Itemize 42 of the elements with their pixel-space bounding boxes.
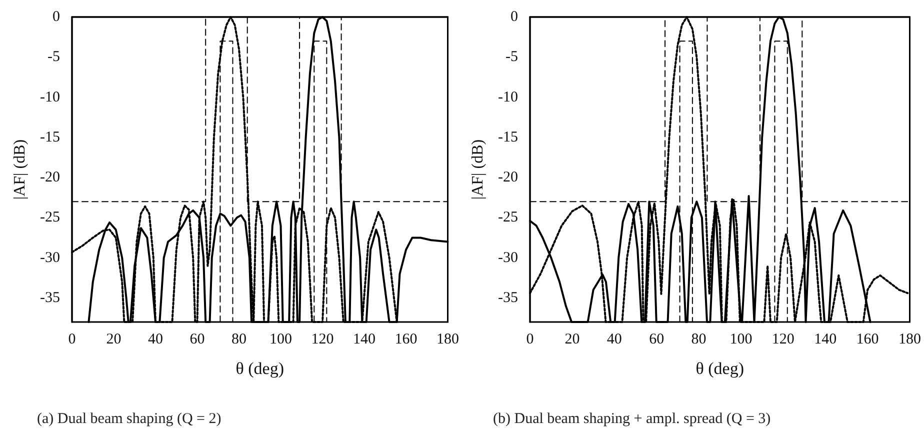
x-tick-label: 60 xyxy=(649,332,664,348)
text: (b) Dual beam shaping + ampl. spread (Q = 3) xyxy=(493,411,771,427)
x-axis-title: θ (deg) xyxy=(236,359,284,378)
y-tick-label: -15 xyxy=(498,129,518,146)
text: (a) Dual beam shaping (Q = 2) xyxy=(37,411,222,427)
y-tick-label: -5 xyxy=(506,49,518,66)
y-tick-label: -25 xyxy=(40,210,60,226)
x-tick-label: 140 xyxy=(353,332,376,348)
y-axis-title: |AF| (dB) xyxy=(470,139,486,200)
y-tick-label: -10 xyxy=(40,89,60,106)
y-tick-label: -30 xyxy=(498,250,518,266)
y-tick-label: -5 xyxy=(48,49,60,66)
y-tick-label: -20 xyxy=(498,170,518,186)
x-tick-label: 40 xyxy=(606,332,622,348)
x-tick-label: 0 xyxy=(68,332,76,348)
x-tick-label: 20 xyxy=(106,332,122,348)
y-tick-label: -20 xyxy=(40,170,60,186)
x-tick-label: 160 xyxy=(394,332,418,348)
x-tick-label: 40 xyxy=(148,332,163,348)
x-tick-label: 20 xyxy=(564,332,580,348)
x-tick-label: 80 xyxy=(691,332,706,348)
y-axis-title: |AF| (dB) xyxy=(12,139,28,200)
y-tick-label: -30 xyxy=(40,250,60,266)
x-tick-label: 80 xyxy=(232,332,246,348)
x-tick-label: 120 xyxy=(772,332,794,348)
y-tick-label: -25 xyxy=(498,210,518,226)
x-tick-label: 100 xyxy=(730,332,752,348)
y-tick-label: 0 xyxy=(510,9,518,25)
x-tick-label: 120 xyxy=(311,332,334,348)
x-tick-label: 140 xyxy=(814,332,837,348)
x-tick-label: 100 xyxy=(270,332,292,348)
y-tick-label: 0 xyxy=(52,9,60,25)
x-tick-label: 160 xyxy=(856,332,879,348)
y-tick-label: -15 xyxy=(40,129,60,146)
x-axis-title: θ (deg) xyxy=(696,359,744,378)
x-tick-label: 180 xyxy=(898,332,921,348)
x-tick-label: 180 xyxy=(436,332,459,348)
y-tick-label: -35 xyxy=(40,290,60,306)
y-tick-label: -35 xyxy=(498,290,518,306)
x-tick-label: 60 xyxy=(190,332,205,348)
y-tick-label: -10 xyxy=(498,89,518,106)
x-tick-label: 0 xyxy=(526,332,534,348)
